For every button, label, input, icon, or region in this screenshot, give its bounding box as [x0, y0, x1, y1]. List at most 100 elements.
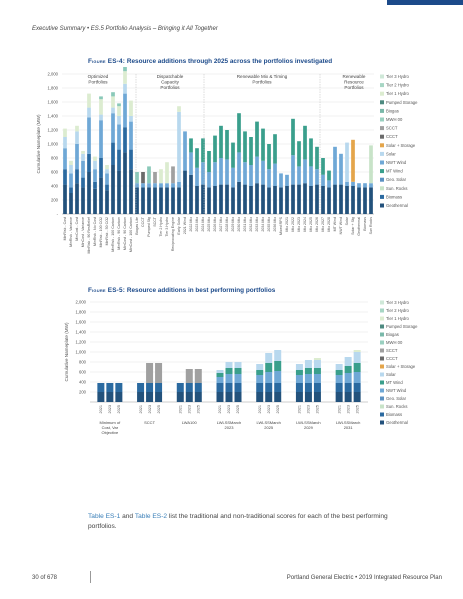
bar-segment	[195, 186, 199, 214]
legend-swatch	[380, 117, 384, 122]
x-tick-label: Mix 2026	[315, 217, 319, 232]
bar-segment	[135, 187, 139, 214]
para-rest: list the traditional and non-traditional…	[88, 513, 388, 530]
x-tick-label: 2022 Mix	[189, 217, 193, 232]
x-tick-label: 2024 Mix	[201, 217, 205, 232]
footer-org: Portland General Electric • 2019 Integra…	[286, 575, 442, 581]
bar-segment	[123, 127, 127, 153]
legend-swatch	[380, 364, 384, 369]
legend-swatch	[380, 126, 384, 131]
bar-segment	[123, 93, 127, 128]
bar-segment	[265, 392, 273, 402]
x-tick-label: 2023 Mix	[195, 217, 199, 232]
bar-segment	[81, 187, 85, 214]
x-tick-label: MinRisk - 90 ResRelief	[87, 217, 91, 254]
x-tick-label: Mix 2024	[303, 217, 307, 232]
bar-segment	[177, 111, 181, 182]
legend-swatch	[380, 340, 384, 345]
bar-segment	[141, 183, 145, 188]
group-label: Minimum of	[100, 420, 122, 425]
legend-swatch	[380, 169, 384, 174]
bar-segment	[219, 184, 223, 214]
bar-segment	[313, 383, 321, 392]
x-tick-label: MinRisk - 100 CO2	[99, 217, 103, 247]
chart-resource-additions-2025: - 200 400 600 800 1,000 1,200 1,400 1,600 1,800 2,…	[30, 67, 448, 288]
group-label: Portfolios	[88, 79, 108, 84]
bar-segment	[297, 184, 301, 214]
bar-segment	[273, 163, 277, 186]
legend-label: Tier 3 Hydro	[386, 74, 410, 79]
bar-segment	[295, 392, 303, 402]
bar-segment	[176, 383, 184, 392]
bar-segment	[351, 186, 355, 214]
bar-segment	[344, 392, 352, 402]
group-label: 2025	[264, 425, 274, 430]
bar-segment	[194, 369, 202, 383]
bar-segment	[185, 383, 193, 392]
bar-segment	[304, 374, 312, 383]
legend-swatch	[380, 348, 384, 353]
x-tick-label: Mix 2022	[291, 217, 295, 232]
bar-segment	[159, 187, 163, 214]
bar-segment	[339, 153, 343, 185]
group-label: SCCT	[144, 420, 155, 425]
x-tick-label: 2023	[227, 405, 231, 413]
bar-segment	[105, 173, 109, 185]
bar-segment	[357, 187, 361, 214]
bar-segment	[265, 353, 273, 363]
bar-segment	[304, 368, 312, 374]
bar-segment	[237, 152, 241, 182]
x-tick-label: Mix 2028	[327, 217, 331, 232]
bar-segment	[185, 369, 193, 383]
x-tick-label: 2023	[187, 405, 191, 413]
y-tick-label: 400	[51, 184, 59, 189]
y-tick-label: -	[57, 212, 59, 217]
bar-segment	[237, 181, 241, 214]
bar-segment	[304, 383, 312, 392]
bar-segment	[155, 383, 163, 392]
x-tick-label: 2032 Mix	[249, 217, 253, 232]
bar-segment	[369, 183, 373, 188]
x-tick-label: MinCost - Cost	[75, 217, 79, 241]
bar-segment	[115, 383, 123, 392]
legend-swatch	[380, 91, 384, 96]
bar-segment	[153, 172, 157, 184]
bar-segment	[295, 364, 303, 370]
bar-segment	[249, 165, 253, 186]
table-es2-link[interactable]: Table ES-2	[134, 513, 168, 520]
legend-label: SCCT	[386, 126, 398, 131]
bar-segment	[313, 392, 321, 402]
legend-swatch	[380, 316, 384, 321]
x-tick-label: 2036 Mix	[273, 217, 277, 232]
chart-1-svg: - 200 400 600 800 1,000 1,200 1,400 1,600 1,800 2,…	[36, 67, 418, 254]
bar-segment	[75, 169, 79, 184]
bar-segment	[201, 162, 205, 185]
bar-segment	[99, 177, 103, 214]
group-label: 2023	[225, 425, 235, 430]
bar-segment	[267, 169, 271, 188]
x-tick-label: 2025	[316, 405, 320, 413]
bar-segment	[303, 159, 307, 184]
bar-segment	[309, 166, 313, 186]
group-label: Dispatchable	[157, 74, 184, 79]
table-es1-link[interactable]: Table ES-1	[88, 513, 121, 520]
legend-label: Tier 1 Hydro	[386, 316, 410, 321]
bar-segment	[117, 106, 121, 116]
bar-segment	[291, 155, 295, 185]
bar-segment	[129, 169, 133, 214]
x-tick-label: Solar + Stg	[351, 217, 355, 235]
bar-segment	[177, 181, 181, 188]
x-tick-label: 2021	[337, 405, 341, 413]
bar-segment	[273, 134, 277, 164]
legend-swatch	[380, 74, 384, 79]
group-label: Objective	[102, 430, 119, 435]
legend-swatch	[380, 412, 384, 417]
bar-segment	[243, 162, 247, 185]
group-label: Renewable	[343, 74, 366, 79]
bar-segment	[195, 167, 199, 186]
x-tick-label: 2023	[307, 405, 311, 413]
bar-segment	[87, 93, 91, 108]
bar-segment	[207, 187, 211, 214]
bar-segment	[216, 373, 224, 377]
bar-segment	[285, 186, 289, 214]
